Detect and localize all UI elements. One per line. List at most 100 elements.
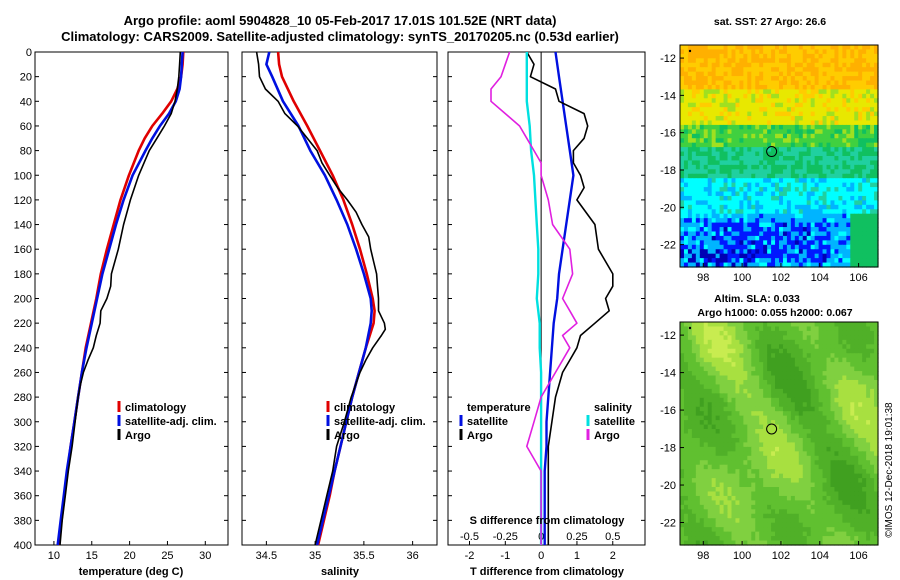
map-cell	[755, 156, 760, 162]
map-cell	[794, 187, 800, 193]
map-cell	[695, 353, 701, 359]
map-cell	[775, 437, 780, 444]
map-cell	[830, 348, 836, 354]
map-cell	[818, 478, 824, 484]
map-cell	[775, 138, 780, 144]
map-cell	[711, 326, 717, 332]
map-cell	[790, 388, 796, 394]
map-cell	[790, 415, 796, 421]
map-cell	[719, 384, 725, 390]
map-cell	[711, 45, 717, 51]
map-cell	[699, 500, 705, 506]
map-cell	[735, 142, 740, 148]
map-cell	[711, 375, 717, 381]
map-cell	[771, 235, 776, 241]
map-cell	[802, 437, 808, 444]
map-cell	[802, 509, 808, 515]
map-cell	[846, 429, 851, 435]
map-cell	[691, 455, 697, 461]
map-cell	[838, 258, 843, 264]
map-cell	[818, 173, 824, 179]
map-cell	[723, 213, 729, 219]
map-cell	[699, 420, 705, 426]
map-cell	[806, 182, 812, 188]
map-cell	[874, 344, 879, 350]
map-cell	[715, 379, 721, 386]
map-cell	[680, 348, 685, 354]
map-cell	[751, 222, 756, 228]
map-cell	[695, 442, 701, 448]
map-cell	[798, 235, 804, 241]
map-cell	[810, 49, 816, 55]
map-cell	[759, 348, 764, 354]
map-cell	[842, 433, 847, 439]
map-cell	[790, 362, 796, 368]
map-cell	[874, 89, 879, 95]
map-cell	[759, 326, 764, 332]
map-cell	[695, 169, 701, 175]
map-cell	[759, 513, 764, 519]
map-cell	[834, 187, 839, 193]
map-cell	[719, 504, 725, 510]
map-cell	[818, 513, 824, 519]
map-cell	[810, 116, 816, 122]
map-cell	[751, 429, 756, 435]
map-cell	[830, 424, 836, 430]
map-cell	[830, 487, 836, 493]
map-cell	[763, 429, 768, 435]
map-cell	[691, 156, 697, 162]
map-cell	[798, 53, 804, 59]
map-cell	[802, 209, 808, 215]
map-cell	[858, 138, 863, 144]
map-cell	[767, 187, 772, 193]
map-cell	[759, 420, 764, 426]
map-cell	[802, 500, 808, 506]
map-cell	[691, 495, 697, 501]
map-cell	[818, 116, 824, 122]
map-cell	[751, 464, 756, 470]
map-cell	[695, 509, 701, 515]
map-cell	[786, 455, 792, 461]
map-cell	[779, 388, 784, 394]
map-cell	[743, 513, 748, 519]
map-cell	[759, 147, 764, 153]
map-cell	[802, 429, 808, 435]
map-cell	[747, 187, 752, 193]
map-cell	[842, 120, 847, 126]
map-cell	[802, 178, 808, 184]
map-cell	[727, 469, 733, 475]
map-cell	[794, 209, 800, 215]
map-cell	[731, 182, 737, 188]
map-cell	[747, 169, 752, 175]
map-cell	[854, 478, 859, 484]
map-cell	[735, 446, 740, 452]
map-cell	[790, 213, 796, 219]
map-cell	[735, 442, 740, 448]
map-cell	[719, 147, 725, 153]
map-cell	[786, 93, 792, 99]
map-cell	[866, 366, 871, 372]
map-cell	[699, 402, 705, 408]
map-cell	[814, 164, 820, 170]
map-cell	[683, 129, 689, 135]
map-cell	[854, 107, 859, 113]
map-cell	[794, 89, 800, 95]
map-cell	[703, 495, 709, 501]
map-cell	[711, 384, 717, 390]
map-cell	[715, 455, 721, 461]
map-cell	[802, 67, 808, 73]
map-cell	[818, 93, 824, 99]
map-cell	[747, 411, 752, 417]
map-cell	[731, 429, 737, 435]
map-cell	[707, 473, 713, 479]
map-cell	[703, 429, 709, 435]
map-cell	[763, 446, 768, 452]
map-cell	[830, 116, 836, 122]
map-cell	[870, 227, 875, 233]
map-cell	[842, 397, 847, 403]
map-cell	[743, 402, 748, 408]
map-cell	[818, 406, 824, 412]
map-cell	[691, 420, 697, 426]
map-cell	[826, 258, 832, 264]
map-cell	[806, 227, 812, 233]
